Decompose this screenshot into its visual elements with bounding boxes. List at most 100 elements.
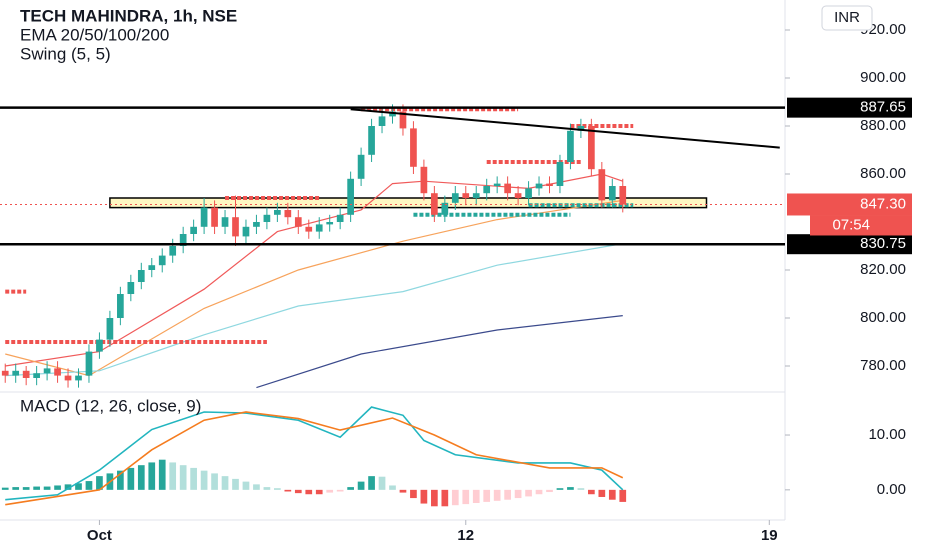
macd-line <box>5 411 624 506</box>
histogram-bar <box>556 488 564 490</box>
candle-body <box>263 214 271 222</box>
candle-body <box>284 210 292 218</box>
candle-body <box>588 126 595 170</box>
chart-title: TECH MAHINDRA, 1h, NSE <box>20 6 237 25</box>
candle-body <box>12 370 20 376</box>
histogram-bar <box>357 481 365 490</box>
candle-body <box>368 126 375 155</box>
candle-body <box>462 193 470 198</box>
candle-body <box>441 202 449 215</box>
candle-body <box>535 183 543 189</box>
y-tick-label: 820.00 <box>860 261 906 278</box>
candle-body <box>504 183 511 194</box>
histogram-bar <box>399 489 407 493</box>
histogram-bar <box>535 489 543 495</box>
x-tick-label: 12 <box>457 527 474 544</box>
histogram-bar <box>43 486 51 490</box>
histogram-bar <box>514 489 522 499</box>
plot: 920.00900.00880.00860.00820.00800.00780.… <box>0 21 912 544</box>
candle-body <box>378 116 386 126</box>
histogram-bar <box>232 478 239 490</box>
histogram-bar <box>577 488 585 490</box>
histogram-bar <box>22 487 30 490</box>
currency-button[interactable] <box>821 5 873 31</box>
indicator-label: Swing (5, 5) <box>20 44 111 63</box>
y-tick-label: 780.00 <box>860 357 906 374</box>
candle-body <box>253 222 260 227</box>
histogram-bar <box>472 489 480 504</box>
zone <box>109 197 708 209</box>
histogram-bar <box>64 484 72 490</box>
trendline <box>350 108 780 149</box>
histogram-bar <box>179 465 187 490</box>
histogram-bar <box>211 473 218 490</box>
candle-body <box>472 193 480 198</box>
histogram-bar <box>117 470 124 490</box>
candle-body <box>33 373 40 378</box>
candle-body <box>326 222 334 225</box>
candle-body <box>211 207 218 227</box>
histogram-bar <box>598 489 606 497</box>
candle-body <box>598 169 606 201</box>
level-label: 887.65 <box>860 99 906 116</box>
candle-body <box>493 183 501 186</box>
histogram-bar <box>567 487 574 490</box>
level-tag <box>787 234 912 255</box>
candle-body <box>242 226 250 237</box>
histogram-bar <box>263 487 271 490</box>
macd-title: MACD (12, 26, close, 9) <box>20 396 201 415</box>
candle-body <box>347 178 354 215</box>
histogram-bar <box>420 489 428 504</box>
histogram-bar <box>200 470 208 490</box>
candle-body <box>169 246 177 256</box>
candle-body <box>221 217 229 227</box>
candle-body <box>514 193 522 198</box>
histogram-bar <box>504 489 511 500</box>
candle-body <box>96 339 103 352</box>
histogram-bar <box>431 489 438 507</box>
histogram-bar <box>33 486 40 490</box>
y-tick-label: 900.00 <box>860 69 906 86</box>
histogram-bar <box>441 489 449 507</box>
candle-body <box>1 370 9 376</box>
histogram-bar <box>368 476 375 490</box>
candle-body <box>315 224 323 232</box>
candle-body <box>305 226 313 232</box>
histogram-bar <box>242 481 250 490</box>
histogram-bar <box>253 484 260 490</box>
last-price-label: 847.30 <box>860 195 906 212</box>
level-label: 830.75 <box>860 235 906 252</box>
histogram-bar <box>190 467 197 490</box>
indicator-label: EMA 20/50/100/200 <box>20 25 169 44</box>
candle-body <box>420 166 428 194</box>
histogram-bar <box>1 487 9 490</box>
macd-line <box>5 406 624 501</box>
candle-body <box>232 217 239 237</box>
histogram-bar <box>336 489 344 492</box>
candle-body <box>64 375 72 381</box>
candle-body <box>389 111 396 117</box>
histogram-bar <box>54 485 61 490</box>
candle-body <box>357 154 365 179</box>
candle-body <box>294 217 302 227</box>
histogram-bar <box>608 489 616 500</box>
candle-body <box>158 255 166 266</box>
histogram-bar <box>127 467 135 490</box>
x-tick-label: 19 <box>761 527 778 544</box>
countdown-tag <box>810 215 912 236</box>
candle-body <box>22 370 30 378</box>
y-tick-label: 0.00 <box>877 481 906 498</box>
y-tick-label: 800.00 <box>860 309 906 326</box>
candle-body <box>336 214 344 222</box>
histogram-bar <box>137 465 145 490</box>
histogram-bar <box>326 489 334 493</box>
last-price-tag <box>787 193 912 216</box>
histogram-bar <box>85 481 93 490</box>
x-tick-label: Oct <box>87 527 112 544</box>
candle-body <box>54 368 61 376</box>
candle-body <box>619 186 627 205</box>
histogram-bar <box>75 483 82 490</box>
